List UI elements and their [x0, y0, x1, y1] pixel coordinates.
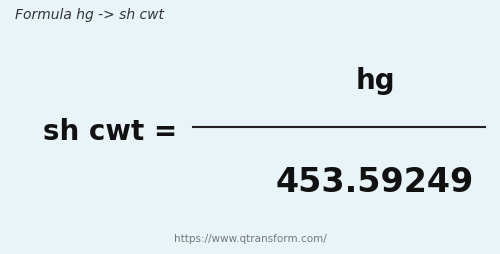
- Text: https://www.qtransform.com/: https://www.qtransform.com/: [174, 234, 326, 244]
- Text: hg: hg: [355, 67, 395, 95]
- Text: 453.59249: 453.59249: [276, 166, 474, 199]
- Text: sh cwt =: sh cwt =: [43, 118, 177, 146]
- Text: Formula hg -> sh cwt: Formula hg -> sh cwt: [15, 8, 164, 22]
